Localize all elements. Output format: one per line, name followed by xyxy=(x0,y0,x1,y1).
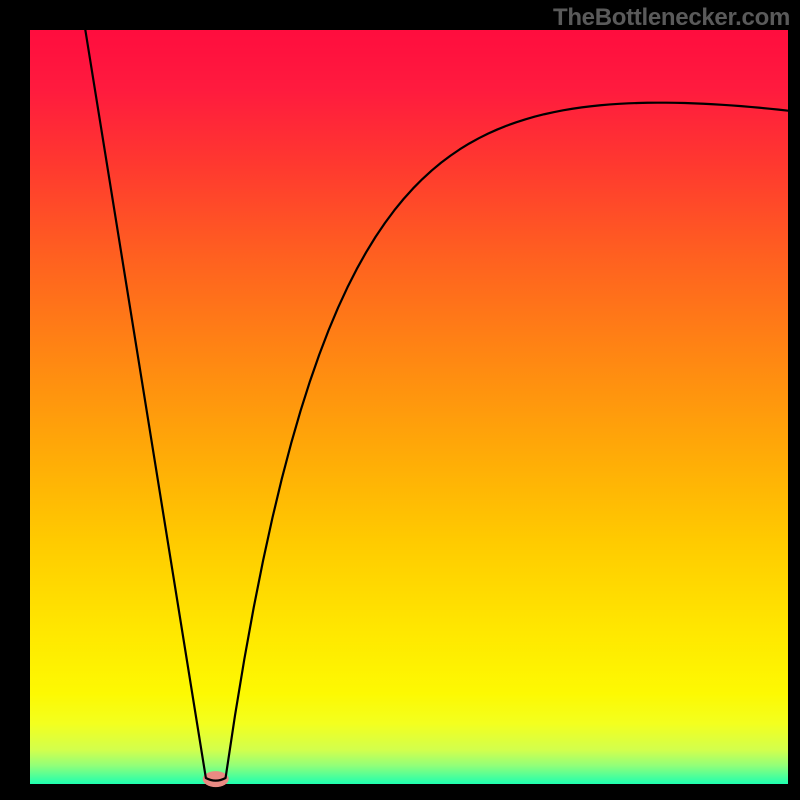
gradient-background xyxy=(30,30,788,784)
watermark-text: TheBottlenecker.com xyxy=(553,4,790,32)
chart-container: TheBottlenecker.com xyxy=(0,0,800,800)
bottleneck-chart xyxy=(0,0,800,800)
